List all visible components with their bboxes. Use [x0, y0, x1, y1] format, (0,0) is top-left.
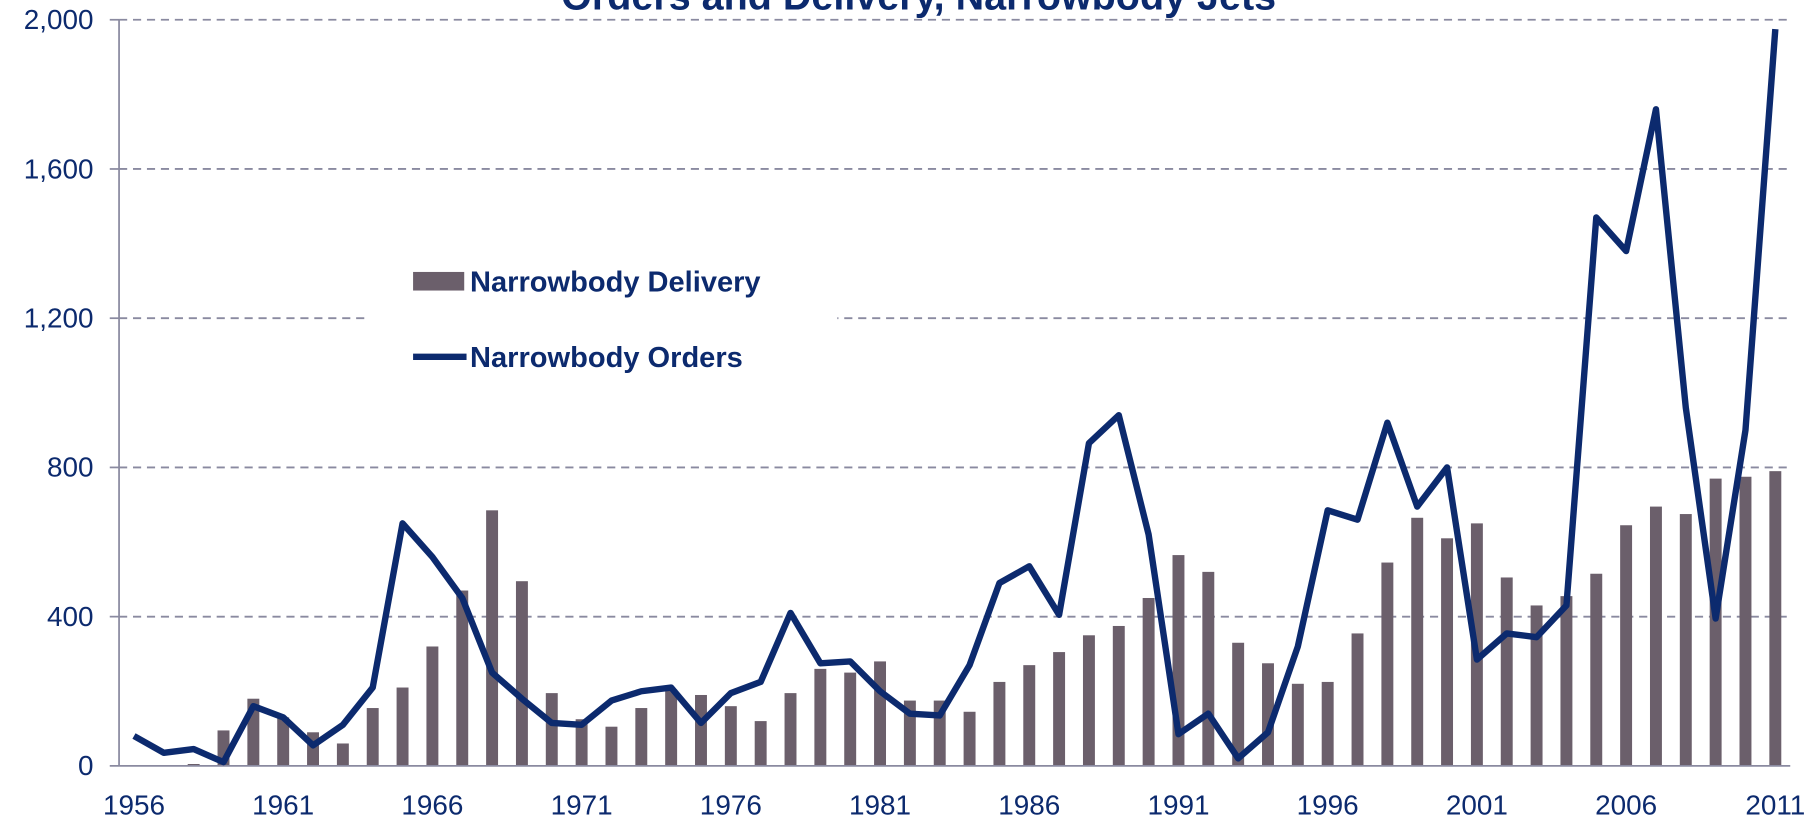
x-tick-label: 1996: [1297, 790, 1359, 817]
bar: [1769, 471, 1782, 766]
bar: [217, 730, 230, 766]
bar: [1709, 478, 1722, 766]
bar: [844, 672, 857, 766]
x-tick-label: 1971: [551, 790, 613, 817]
bar: [1262, 663, 1274, 766]
legend-swatch: [413, 271, 465, 291]
bar: [486, 510, 499, 766]
bar: [1560, 596, 1573, 766]
x-tick-label: 1976: [700, 790, 762, 817]
bar: [366, 708, 379, 766]
bar: [247, 698, 260, 766]
bar: [1321, 681, 1334, 766]
bar: [1232, 642, 1245, 766]
line: [132, 28, 1779, 766]
x-tick-label: 1966: [401, 790, 463, 817]
bar: [754, 721, 767, 766]
bar: [993, 681, 1006, 766]
bar: [1381, 562, 1394, 766]
y-tick-label: 1,200: [24, 302, 94, 333]
legend-label: Narrowbody Delivery: [470, 267, 761, 299]
bar: [336, 743, 349, 766]
y-tick-label: 1,600: [24, 153, 94, 184]
bar: [1082, 635, 1095, 766]
bar: [1530, 605, 1543, 766]
bar: [1620, 525, 1633, 766]
bar: [635, 708, 648, 766]
bar: [426, 646, 439, 766]
bar: [665, 689, 678, 766]
y-tick-label: 800: [47, 452, 94, 483]
bar: [903, 700, 916, 766]
bar: [1441, 538, 1454, 766]
bar: [1112, 625, 1125, 766]
bar: [695, 694, 707, 766]
bar: [277, 717, 290, 766]
bar: [605, 726, 618, 766]
x-tick-label: 1961: [252, 790, 314, 817]
bar: [874, 661, 887, 766]
chart-title: Orders and Delivery, Narrowbody Jets: [561, 0, 1276, 18]
bar: [1739, 476, 1752, 766]
bar: [1202, 571, 1215, 766]
bar: [1053, 652, 1066, 766]
x-tick-label: 1991: [1147, 790, 1209, 817]
bar: [724, 706, 737, 766]
bar: [1411, 517, 1424, 766]
bar: [1351, 633, 1364, 766]
y-tick-label: 2,000: [24, 4, 94, 35]
bar: [1500, 577, 1513, 766]
x-tick-label: 1956: [103, 790, 165, 817]
legend-background: [366, 244, 838, 390]
x-tick-label: 1981: [849, 790, 911, 817]
x-tick-label: 2011: [1745, 790, 1805, 817]
bar: [1291, 683, 1304, 766]
bar: [963, 711, 976, 766]
bar: [545, 693, 558, 766]
bar: [1172, 555, 1185, 766]
bar: [307, 732, 319, 766]
bar: [575, 719, 588, 766]
bar: [456, 590, 469, 766]
legend-label: Narrowbody Orders: [470, 342, 743, 374]
bar: [187, 763, 200, 766]
y-tick-label: 400: [47, 601, 94, 632]
bar: [814, 668, 827, 766]
bar: [1649, 506, 1662, 766]
bar: [1679, 514, 1692, 766]
x-tick-label: 2006: [1595, 790, 1657, 817]
y-tick-label: 0: [78, 750, 94, 781]
bar: [933, 700, 946, 766]
bar: [1142, 597, 1155, 766]
bar: [396, 687, 409, 766]
bar: [515, 581, 528, 766]
x-tick-label: 1986: [998, 790, 1060, 817]
bar: [1023, 665, 1036, 766]
bar: [1590, 573, 1603, 766]
bar: [784, 693, 797, 766]
x-tick-label: 2001: [1446, 790, 1508, 817]
